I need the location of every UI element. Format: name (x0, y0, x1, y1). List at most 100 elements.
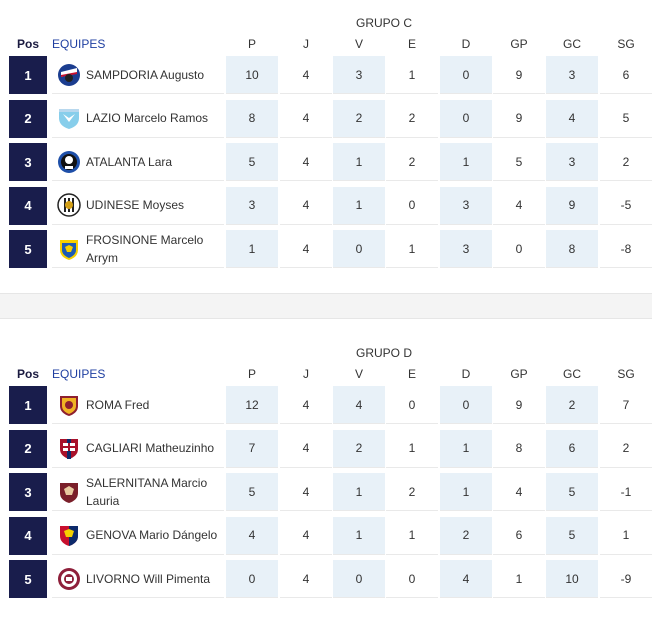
team-cell[interactable]: GENOVA Mario Dángelo (52, 517, 224, 555)
header-v: V (354, 367, 363, 381)
stat-e: 0 (386, 386, 438, 424)
stat-gp: 9 (493, 386, 545, 424)
team-cell[interactable]: LIVORNO Will Pimenta (52, 560, 224, 598)
team-cell[interactable]: SALERNITANA Marcio Lauria (52, 473, 224, 511)
header-pos: Pos (16, 367, 39, 381)
stat-v: 3 (333, 56, 385, 94)
team-name[interactable]: FROSINONE Marcelo Arrym (86, 232, 204, 265)
table-row[interactable]: 1 SAMPDORIA Augusto 10 4 3 1 0 9 3 6 (0, 56, 652, 94)
team-name[interactable]: ATALANTA Lara (86, 154, 173, 169)
stat-e: 2 (386, 473, 438, 511)
team-name[interactable]: SAMPDORIA Augusto (86, 67, 205, 82)
table-row[interactable]: 1 ROMA Fred 12 4 4 0 0 9 2 7 (0, 386, 652, 424)
udinese-crest-icon (56, 192, 82, 218)
frosinone-crest-icon (56, 236, 82, 262)
table-row[interactable]: 5 LIVORNO Will Pimenta 0 4 0 0 4 1 10 -9 (0, 560, 652, 598)
team-cell[interactable]: ATALANTA Lara (52, 143, 224, 181)
stat-sg: 1 (600, 517, 652, 555)
table-row[interactable]: 4 UDINESE Moyses 3 4 1 0 3 4 9 -5 (0, 186, 652, 225)
stat-v: 2 (333, 429, 385, 468)
stat-j: 4 (280, 517, 332, 555)
genoa-crest-icon (56, 522, 82, 548)
header-e: E (407, 367, 416, 381)
stat-v: 1 (333, 143, 385, 181)
stat-j: 4 (280, 56, 332, 94)
stat-j: 4 (280, 430, 332, 468)
team-name[interactable]: SALERNITANA Marcio Lauria (86, 475, 208, 508)
header-e: E (407, 37, 416, 51)
team-name[interactable]: GENOVA Mario Dángelo (86, 528, 218, 542)
group-title: GRUPO C (355, 16, 412, 30)
stat-gc: 5 (546, 473, 598, 511)
header-d: D (461, 37, 471, 51)
table-row[interactable]: 3 ATALANTA Lara 5 4 1 2 1 5 3 2 (0, 143, 652, 181)
roma-crest-icon (56, 392, 82, 418)
stat-p: 8 (226, 99, 278, 138)
sampdoria-crest-icon (56, 62, 82, 88)
section-gap (0, 294, 652, 318)
stat-j: 4 (280, 100, 332, 138)
table-row[interactable]: 2 LAZIO Marcelo Ramos 8 4 2 2 0 9 4 5 (0, 99, 652, 138)
stat-gc: 3 (546, 143, 598, 181)
rank-badge: 5 (9, 230, 47, 268)
stat-p: 7 (226, 429, 278, 468)
group-c-card: GRUPO C Pos EQUIPES P J V E D GP GC SG 1… (0, 0, 652, 294)
stat-v: 0 (333, 560, 385, 598)
stat-j: 4 (280, 473, 332, 511)
stat-gp: 1 (493, 560, 545, 598)
stat-v: 2 (333, 99, 385, 138)
stat-sg: -5 (600, 187, 652, 225)
table-row[interactable]: 4 GENOVA Mario Dángelo 4 4 1 1 2 6 5 1 (0, 516, 652, 555)
header-j: J (303, 367, 309, 381)
stat-gc: 5 (546, 516, 598, 555)
team-cell[interactable]: ROMA Fred (52, 386, 224, 424)
stat-d: 3 (440, 186, 492, 225)
table-row[interactable]: 5 FROSINONE Marcelo Arrym 1 4 0 1 3 0 8 -8 (0, 230, 652, 268)
team-name[interactable]: ROMA Fred (86, 397, 150, 412)
stat-j: 4 (280, 187, 332, 225)
stat-sg: -9 (600, 560, 652, 598)
stat-e: 1 (386, 517, 438, 555)
stat-p: 1 (226, 230, 278, 268)
stat-v: 1 (333, 186, 385, 225)
team-name[interactable]: LIVORNO Will Pimenta (86, 571, 211, 586)
stat-gp: 5 (493, 143, 545, 181)
table-row[interactable]: 2 CAGLIARI Matheuzinho 7 4 2 1 1 8 6 2 (0, 429, 652, 468)
stat-e: 2 (386, 100, 438, 138)
stat-j: 4 (280, 386, 332, 424)
team-cell[interactable]: LAZIO Marcelo Ramos (52, 100, 224, 138)
stat-e: 1 (386, 56, 438, 94)
stat-gc: 6 (546, 429, 598, 468)
team-cell[interactable]: UDINESE Moyses (52, 187, 224, 225)
rank-badge: 1 (9, 386, 47, 424)
salernitana-crest-icon (56, 479, 82, 505)
stat-e: 1 (386, 430, 438, 468)
header-equipes: EQUIPES (52, 37, 106, 51)
stat-d: 0 (440, 386, 492, 424)
header-pos: Pos (16, 37, 39, 51)
lazio-crest-icon (56, 105, 82, 131)
stat-gp: 9 (493, 56, 545, 94)
team-name[interactable]: UDINESE Moyses (86, 198, 185, 212)
table-row[interactable]: 3 SALERNITANA Marcio Lauria 5 4 1 2 1 4 5 -1 (0, 473, 652, 511)
rank-badge: 3 (9, 473, 47, 511)
header-sg: SG (617, 367, 635, 381)
atalanta-crest-icon (56, 149, 82, 175)
team-cell[interactable]: SAMPDORIA Augusto (52, 56, 224, 94)
stat-gp: 4 (493, 187, 545, 225)
header-gp: GP (510, 367, 528, 381)
team-name[interactable]: CAGLIARI Matheuzinho (86, 441, 215, 455)
stat-d: 2 (440, 516, 492, 555)
team-name[interactable]: LAZIO Marcelo Ramos (86, 111, 209, 125)
table-header: Pos EQUIPES P J V E D GP GC SG (0, 37, 652, 55)
stat-sg: 7 (600, 386, 652, 424)
cagliari-crest-icon (56, 435, 82, 461)
team-cell[interactable]: FROSINONE Marcelo Arrym (52, 230, 224, 268)
rank-badge: 4 (9, 516, 47, 555)
stat-p: 5 (226, 143, 278, 181)
stat-d: 0 (440, 56, 492, 94)
stat-j: 4 (280, 230, 332, 268)
rank-badge: 2 (9, 99, 47, 138)
team-cell[interactable]: CAGLIARI Matheuzinho (52, 430, 224, 468)
header-d: D (461, 367, 471, 381)
